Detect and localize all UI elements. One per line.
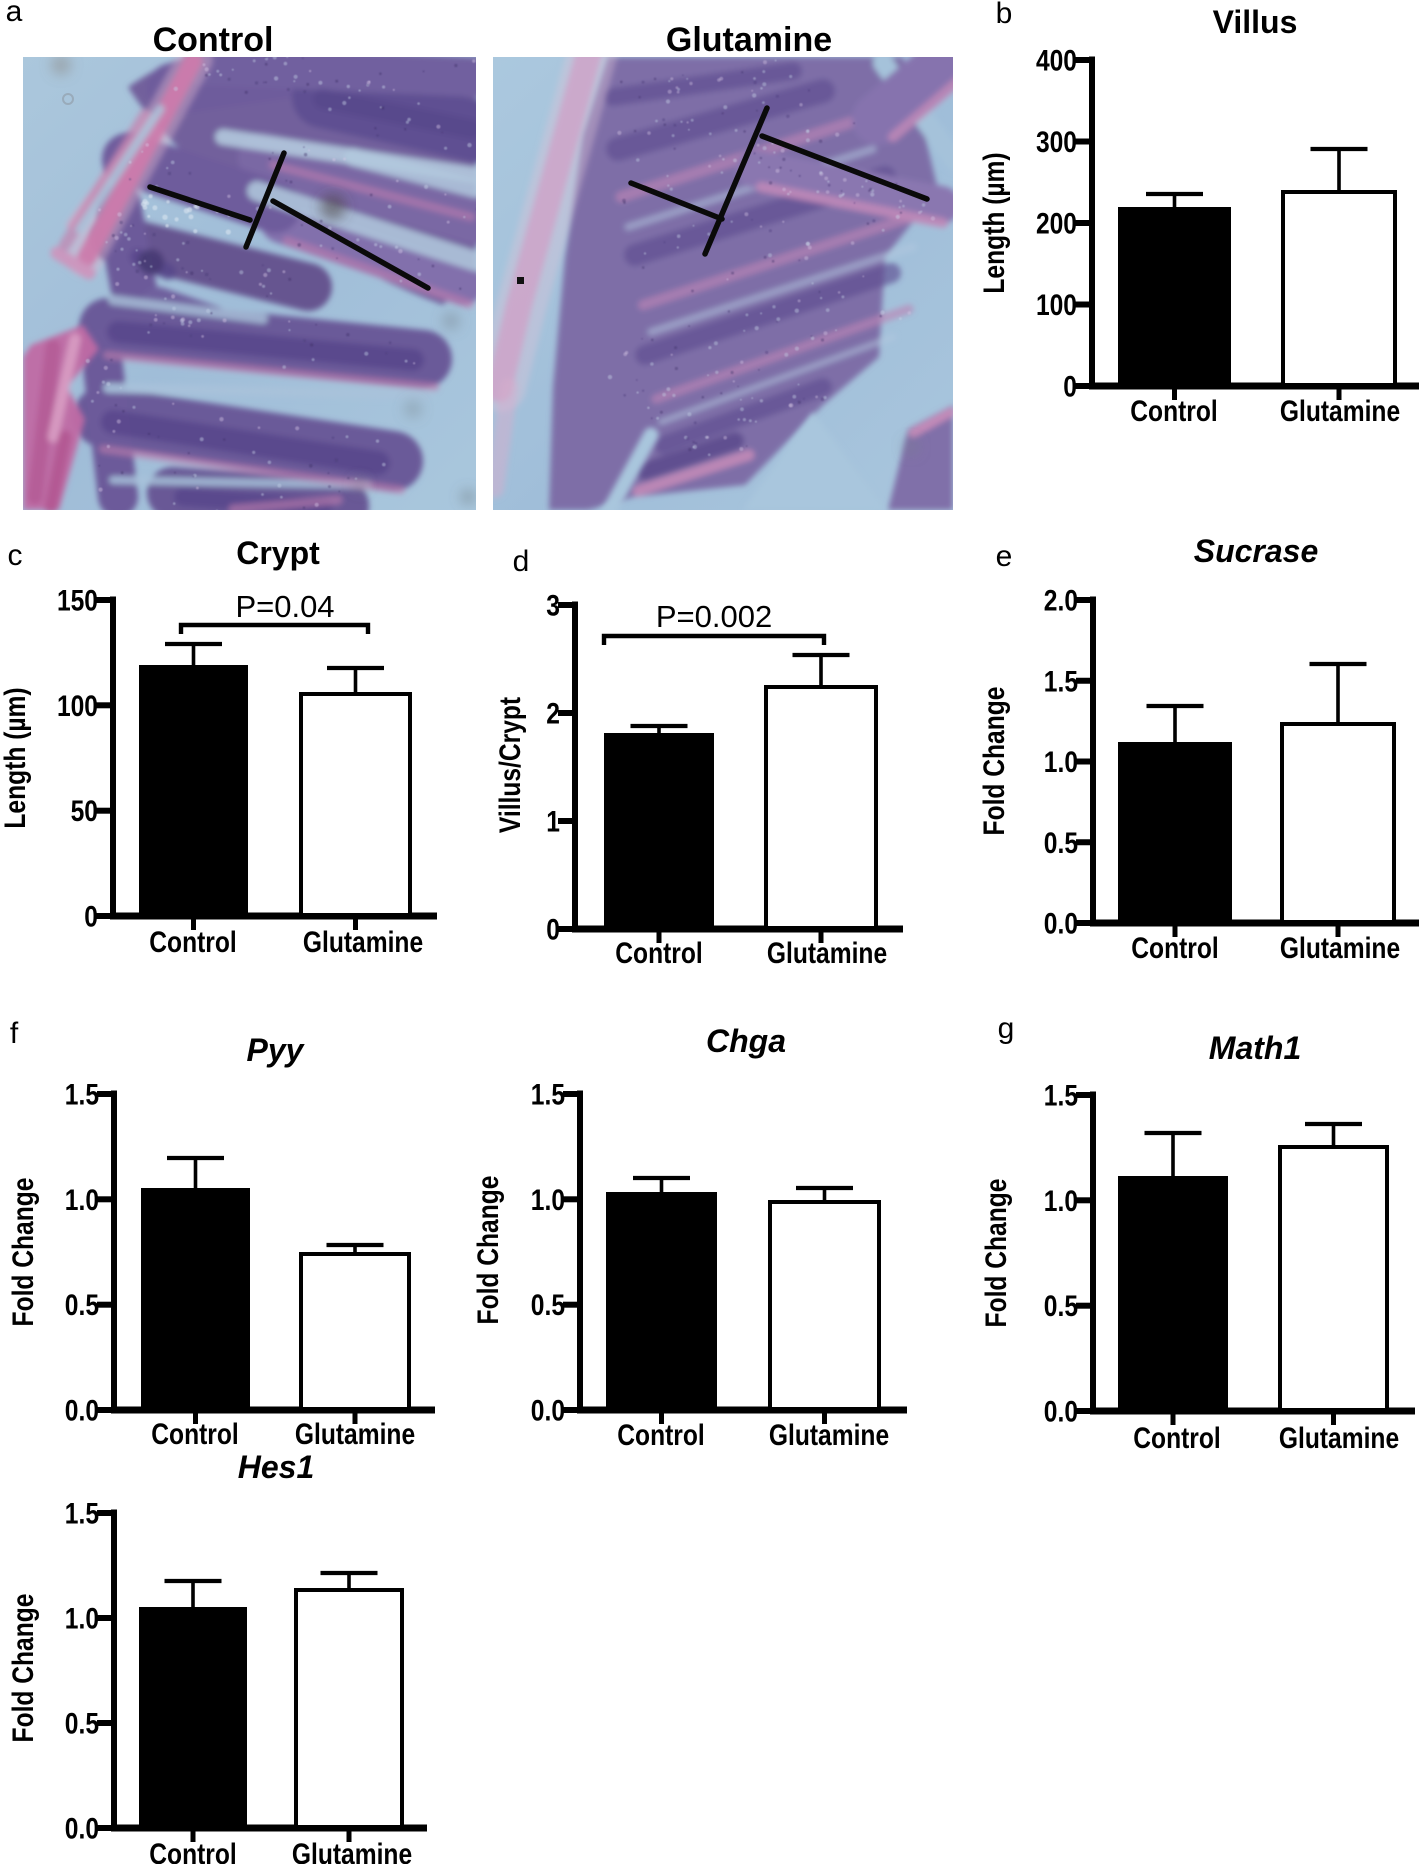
svg-text:Length (µm): Length (µm) — [977, 152, 1011, 293]
svg-text:1.5: 1.5 — [65, 1077, 99, 1111]
svg-text:Glutamine: Glutamine — [1280, 394, 1400, 428]
svg-text:Control: Control — [149, 1837, 236, 1864]
svg-text:Math1: Math1 — [1209, 1030, 1301, 1066]
svg-text:0.0: 0.0 — [65, 1393, 99, 1427]
svg-text:3: 3 — [546, 588, 560, 622]
svg-text:Sucrase: Sucrase — [1194, 533, 1319, 569]
svg-text:Fold Change: Fold Change — [471, 1176, 505, 1325]
svg-text:Crypt: Crypt — [236, 535, 320, 571]
svg-text:0.0: 0.0 — [1044, 906, 1078, 940]
svg-text:0.5: 0.5 — [1044, 825, 1078, 859]
svg-text:Control: Control — [1130, 394, 1217, 428]
svg-text:0: 0 — [1063, 369, 1077, 403]
svg-text:d: d — [513, 545, 530, 578]
svg-text:0.0: 0.0 — [531, 1393, 565, 1427]
svg-text:P=0.04: P=0.04 — [235, 589, 334, 624]
svg-text:0.0: 0.0 — [65, 1811, 99, 1845]
svg-text:Control: Control — [149, 925, 236, 959]
svg-text:300: 300 — [1036, 125, 1077, 159]
svg-text:1.0: 1.0 — [531, 1182, 565, 1216]
svg-text:0.5: 0.5 — [65, 1706, 99, 1740]
svg-text:1: 1 — [546, 804, 560, 838]
svg-text:Control: Control — [151, 1417, 238, 1451]
svg-text:Chga: Chga — [706, 1023, 786, 1059]
svg-text:0: 0 — [84, 899, 98, 933]
svg-text:0: 0 — [546, 912, 560, 946]
svg-text:1.5: 1.5 — [531, 1077, 565, 1111]
svg-text:1.5: 1.5 — [65, 1496, 99, 1530]
svg-text:Glutamine: Glutamine — [295, 1417, 415, 1451]
svg-text:Glutamine: Glutamine — [666, 21, 832, 59]
svg-text:0.0: 0.0 — [1044, 1394, 1078, 1428]
svg-text:2.0: 2.0 — [1044, 583, 1078, 617]
svg-text:Control: Control — [1131, 931, 1218, 965]
svg-text:e: e — [996, 540, 1013, 573]
svg-text:Hes1: Hes1 — [238, 1449, 315, 1485]
svg-text:1.0: 1.0 — [65, 1601, 99, 1635]
svg-text:150: 150 — [57, 583, 98, 617]
svg-text:Glutamine: Glutamine — [292, 1837, 412, 1864]
svg-text:0.5: 0.5 — [1044, 1289, 1078, 1323]
svg-text:0.5: 0.5 — [531, 1288, 565, 1322]
svg-text:100: 100 — [57, 688, 98, 722]
svg-text:Fold Change: Fold Change — [6, 1594, 40, 1743]
svg-text:Pyy: Pyy — [247, 1032, 306, 1068]
svg-text:2: 2 — [546, 696, 560, 730]
svg-text:g: g — [998, 1012, 1015, 1045]
svg-text:Glutamine: Glutamine — [1279, 1421, 1399, 1455]
svg-text:1.0: 1.0 — [1044, 745, 1078, 779]
svg-text:Villus: Villus — [1213, 4, 1298, 40]
svg-text:Fold Change: Fold Change — [979, 1179, 1013, 1328]
svg-text:1.5: 1.5 — [1044, 1078, 1078, 1112]
svg-text:1.0: 1.0 — [65, 1182, 99, 1216]
svg-text:c: c — [8, 539, 23, 572]
svg-text:Glutamine: Glutamine — [303, 925, 423, 959]
svg-text:400: 400 — [1036, 43, 1077, 77]
svg-text:Glutamine: Glutamine — [769, 1418, 889, 1452]
svg-text:Control: Control — [153, 21, 274, 59]
svg-text:1.5: 1.5 — [1044, 664, 1078, 698]
svg-text:200: 200 — [1036, 206, 1077, 240]
svg-text:a: a — [6, 0, 23, 28]
svg-text:Length (µm): Length (µm) — [0, 687, 32, 828]
svg-text:Control: Control — [617, 1418, 704, 1452]
svg-text:Control: Control — [1133, 1421, 1220, 1455]
svg-text:b: b — [996, 0, 1013, 30]
svg-text:0.5: 0.5 — [65, 1288, 99, 1322]
svg-text:50: 50 — [71, 794, 98, 828]
svg-text:Fold Change: Fold Change — [977, 687, 1011, 836]
svg-text:Fold Change: Fold Change — [6, 1178, 40, 1327]
svg-text:Glutamine: Glutamine — [767, 936, 887, 970]
svg-text:1.0: 1.0 — [1044, 1183, 1078, 1217]
svg-text:Glutamine: Glutamine — [1280, 931, 1400, 965]
svg-text:P=0.002: P=0.002 — [656, 599, 772, 634]
svg-text:Villus/Crypt: Villus/Crypt — [493, 697, 527, 833]
svg-text:f: f — [10, 1017, 19, 1050]
svg-text:Control: Control — [615, 936, 702, 970]
svg-text:100: 100 — [1036, 288, 1077, 322]
